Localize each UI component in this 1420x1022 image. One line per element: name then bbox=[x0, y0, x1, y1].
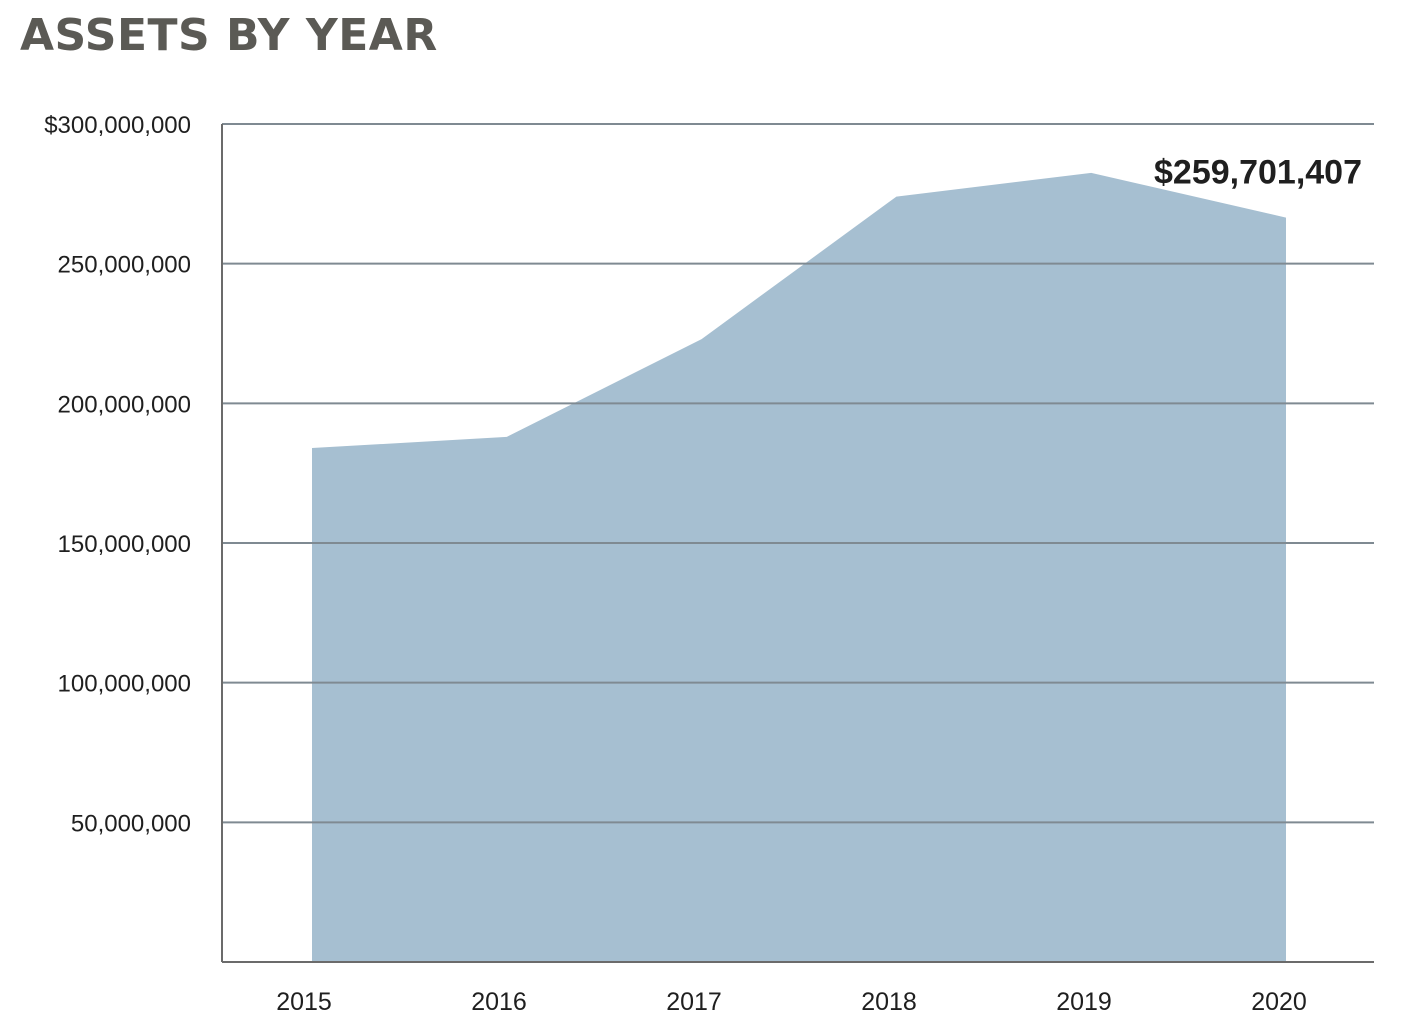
y-tick-label: 100,000,000 bbox=[58, 671, 191, 698]
x-tick-label: 2017 bbox=[666, 988, 722, 1016]
x-tick-label: 2020 bbox=[1251, 988, 1307, 1016]
y-tick-label: 50,000,000 bbox=[71, 810, 191, 837]
gridlines bbox=[222, 123, 1374, 824]
y-tick-label: $300,000,000 bbox=[44, 112, 191, 139]
x-tick-label: 2016 bbox=[471, 988, 527, 1016]
x-tick-label: 2019 bbox=[1056, 988, 1112, 1016]
value-annotation: $259,701,407 bbox=[1154, 154, 1362, 192]
x-axis-labels: 2015 2016 2017 2018 2019 2020 bbox=[276, 988, 1307, 1016]
y-tick-label: 150,000,000 bbox=[58, 531, 191, 558]
assets-area bbox=[312, 172, 1286, 962]
x-tick-label: 2018 bbox=[861, 988, 917, 1016]
y-tick-label: 250,000,000 bbox=[58, 252, 191, 279]
x-tick-label: 2015 bbox=[276, 988, 332, 1016]
y-axis-labels: 50,000,000 100,000,000 150,000,000 200,000,… bbox=[44, 112, 191, 837]
y-tick-label: 200,000,000 bbox=[58, 391, 191, 418]
chart-title: ASSETS BY YEAR bbox=[20, 10, 438, 61]
